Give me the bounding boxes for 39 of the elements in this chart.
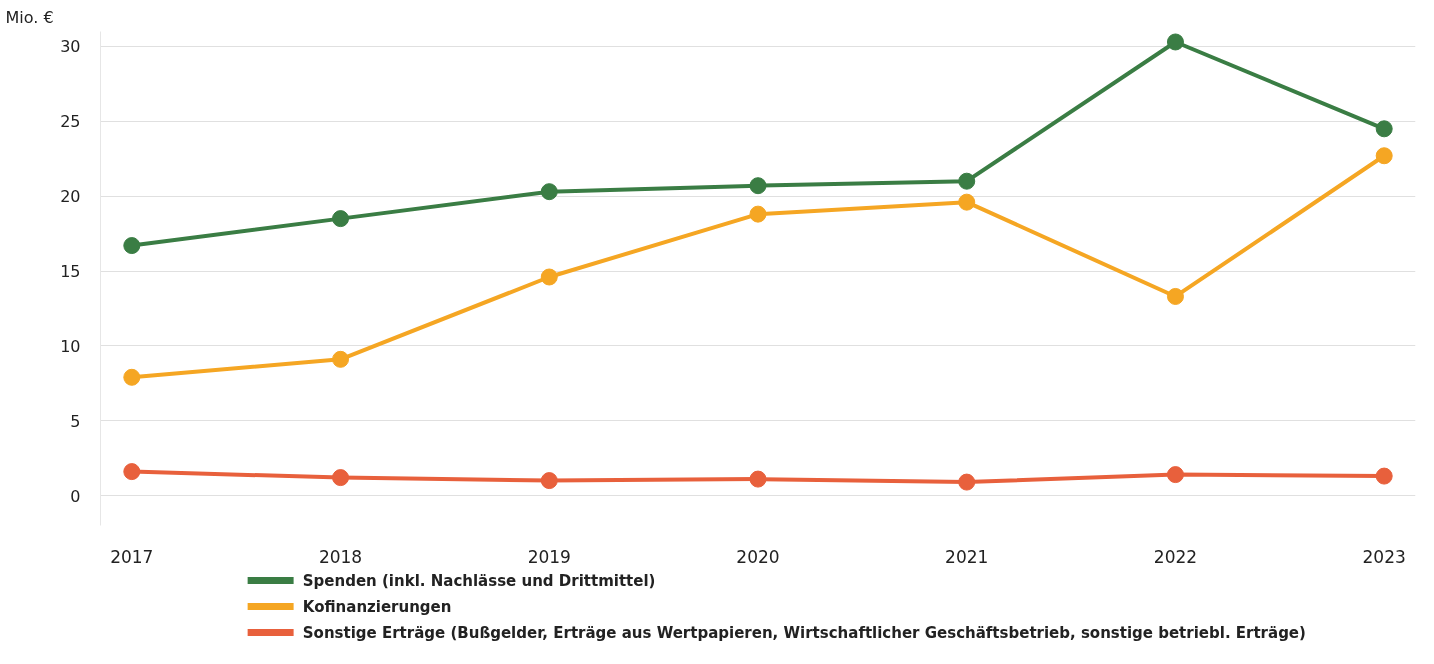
point — [958, 193, 976, 211]
point — [958, 473, 976, 491]
y-tick-label: 10 — [60, 336, 81, 356]
point — [749, 205, 767, 223]
point — [540, 268, 558, 286]
point — [1375, 467, 1393, 485]
x-tick-label: 2019 — [527, 546, 571, 567]
legend-label: Sonstige Erträge (Bußgelder, Erträge aus Wertpapieren, Wirtschaftlicher Geschäftsbetrieb, sonstige betriebl. Erträge) — [302, 623, 1306, 642]
point — [1166, 33, 1184, 51]
point — [1375, 120, 1393, 138]
point — [1375, 147, 1393, 165]
y-axis-title: Mio. € — [5, 7, 54, 27]
x-tick-label: 2021 — [945, 546, 989, 567]
y-tick-label: 30 — [60, 37, 81, 57]
x-tick-label: 2017 — [110, 546, 154, 567]
point — [749, 470, 767, 488]
x-tick-label: 2020 — [736, 546, 780, 567]
point — [123, 368, 141, 386]
point — [332, 469, 350, 487]
y-tick-label: 20 — [60, 187, 81, 207]
point — [540, 183, 558, 201]
y-tick-label: 5 — [70, 411, 81, 431]
point — [123, 463, 141, 481]
legend-label: Spenden (inkl. Nachlässe und Drittmittel) — [302, 571, 656, 590]
point — [332, 210, 350, 228]
x-tick-label: 2018 — [318, 546, 363, 567]
x-tick-label: 2023 — [1362, 546, 1406, 567]
point — [1166, 287, 1184, 305]
x-tick-label: 2022 — [1153, 546, 1198, 567]
legend-label: Kofinanzierungen — [302, 597, 452, 616]
y-tick-label: 25 — [60, 112, 81, 132]
point — [958, 172, 976, 190]
point — [749, 177, 767, 195]
point — [1166, 466, 1184, 484]
point — [332, 350, 350, 368]
y-tick-label: 15 — [60, 262, 81, 282]
y-tick-label: 0 — [70, 486, 81, 506]
point — [123, 237, 141, 255]
point — [540, 472, 558, 490]
